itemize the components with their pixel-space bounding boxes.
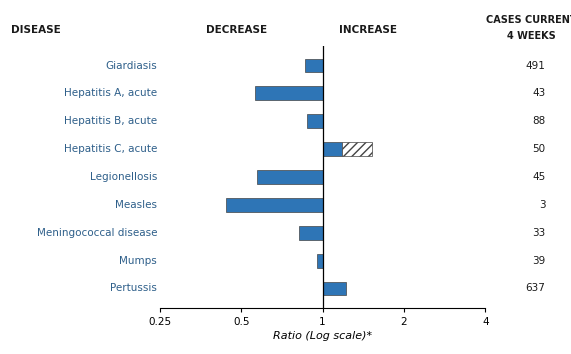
Text: Giardiasis: Giardiasis	[105, 61, 157, 70]
Bar	[316, 253, 323, 268]
Text: Meningococcal disease: Meningococcal disease	[37, 228, 157, 238]
Text: CASES CURRENT: CASES CURRENT	[486, 15, 571, 25]
Text: Mumps: Mumps	[119, 256, 157, 266]
Text: 491: 491	[525, 61, 545, 70]
Bar	[342, 142, 372, 156]
Text: Hepatitis C, acute: Hepatitis C, acute	[63, 144, 157, 154]
Text: Hepatitis A, acute: Hepatitis A, acute	[64, 88, 157, 98]
X-axis label: Ratio (Log scale)*: Ratio (Log scale)*	[273, 331, 372, 341]
Bar	[299, 226, 323, 240]
Text: 3: 3	[538, 200, 545, 210]
Bar	[226, 198, 323, 212]
Text: 33: 33	[532, 228, 545, 238]
Text: Legionellosis: Legionellosis	[90, 172, 157, 182]
Text: 39: 39	[532, 256, 545, 266]
Text: 43: 43	[532, 88, 545, 98]
Bar	[323, 142, 342, 156]
Bar	[305, 58, 323, 73]
Text: 45: 45	[532, 172, 545, 182]
Bar	[323, 281, 346, 296]
Text: Hepatitis B, acute: Hepatitis B, acute	[64, 116, 157, 126]
Bar	[255, 86, 323, 101]
Text: 88: 88	[532, 116, 545, 126]
Text: DISEASE: DISEASE	[11, 25, 61, 35]
Text: 4 WEEKS: 4 WEEKS	[506, 31, 556, 41]
Text: INCREASE: INCREASE	[339, 25, 397, 35]
Bar	[307, 114, 323, 128]
Text: DECREASE: DECREASE	[206, 25, 268, 35]
Text: Pertussis: Pertussis	[110, 284, 157, 293]
Text: 50: 50	[532, 144, 545, 154]
Bar	[256, 170, 323, 184]
Text: Measles: Measles	[115, 200, 157, 210]
Text: 637: 637	[525, 284, 545, 293]
